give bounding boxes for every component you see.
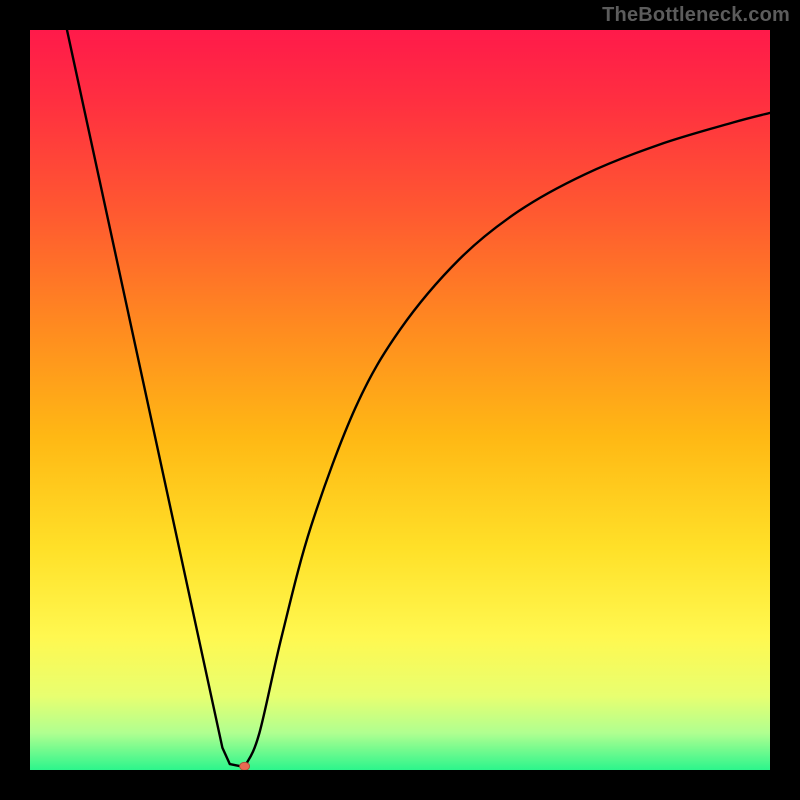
gradient-background <box>30 30 770 770</box>
minimum-marker <box>240 762 250 770</box>
chart-frame: TheBottleneck.com <box>0 0 800 800</box>
plot-area <box>30 30 770 770</box>
watermark-text: TheBottleneck.com <box>602 4 790 27</box>
chart-svg <box>30 30 770 770</box>
